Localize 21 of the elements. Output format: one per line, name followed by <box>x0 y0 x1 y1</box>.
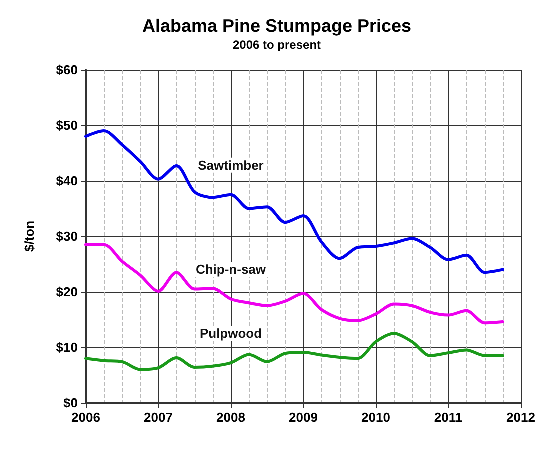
y-tick-label: $0 <box>64 396 78 410</box>
y-tick-label: $60 <box>56 62 78 78</box>
y-tick-label: $10 <box>56 340 78 355</box>
x-tick-label: 2012 <box>506 410 536 425</box>
y-tick-label: $20 <box>56 284 78 300</box>
x-tick-label: 2010 <box>362 410 390 425</box>
series-label: Sawtimber <box>198 158 264 173</box>
chart-title: Alabama Pine Stumpage Prices <box>142 16 412 36</box>
y-tick-label: $50 <box>56 118 78 133</box>
series-label: Chip-n-saw <box>196 262 267 278</box>
x-tick-label: 2009 <box>289 410 318 425</box>
x-tick-label: 2006 <box>72 410 100 425</box>
series-label: Pulpwood <box>200 326 262 342</box>
chart-subtitle: 2006 to present <box>232 38 322 52</box>
line-series <box>84 243 504 325</box>
x-tick-label: 2008 <box>216 410 246 425</box>
x-tick-label: 2011 <box>434 410 463 425</box>
y-tick-label: $30 <box>56 229 78 244</box>
y-tick-label: $40 <box>56 174 78 188</box>
y-axis-title: $/ton <box>22 220 37 252</box>
x-tick-label: 2007 <box>144 410 173 425</box>
